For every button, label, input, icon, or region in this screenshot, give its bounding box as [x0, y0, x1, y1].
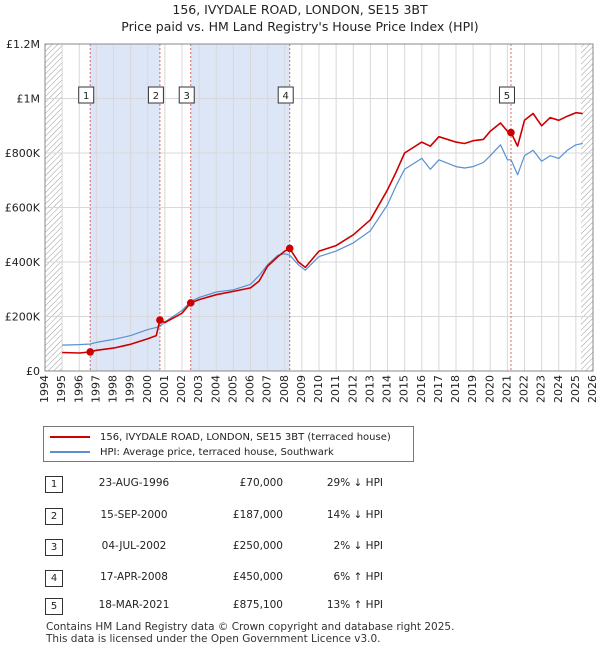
transaction-number: 4 [45, 570, 63, 587]
x-tick-label: 2013 [363, 375, 376, 403]
x-tick-label: 2005 [226, 375, 239, 403]
x-tick-label: 1997 [89, 375, 102, 403]
transaction-date: 18-MAR-2021 [98, 599, 170, 611]
y-tick-label: £600K [5, 202, 41, 215]
y-tick-label: £800K [5, 147, 41, 160]
x-tick-label: 2008 [278, 375, 291, 403]
sale-marker-number: 3 [184, 91, 190, 102]
legend-property-label: 156, IVYDALE ROAD, LONDON, SE15 3BT (ter… [100, 431, 391, 443]
chart-title: 156, IVYDALE ROAD, LONDON, SE15 3BT [172, 2, 428, 17]
x-tick-label: 2019 [466, 375, 479, 403]
legend-hpi-swatch [50, 451, 90, 453]
transaction-date: 23-AUG-1996 [98, 477, 170, 489]
sale-marker-number: 4 [283, 91, 289, 102]
x-tick-label: 2000 [141, 375, 154, 403]
x-tick-label: 2023 [535, 375, 548, 403]
sale-marker-box [178, 86, 195, 104]
x-tick-label: 1998 [107, 375, 120, 403]
sale-marker-number: 2 [153, 91, 159, 102]
x-tick-label: 2024 [552, 375, 565, 403]
sale-marker-box [277, 86, 294, 104]
x-tick-label: 2007 [261, 375, 274, 403]
transaction-price: £187,000 [232, 509, 283, 521]
transaction-hpi: 29% ↓ HPI [326, 477, 383, 489]
transaction-date: 17-APR-2008 [100, 571, 168, 583]
y-tick-label: £200K [5, 311, 41, 324]
x-tick-label: 2006 [244, 375, 257, 403]
price-chart: 1 2 3 4 5 £0 £200K £400K £600K £800K £1M £1.2M 199… [5, 38, 599, 403]
x-tick-label: 2020 [483, 375, 496, 403]
legend-property-swatch [50, 436, 90, 438]
x-tick-label: 2026 [586, 375, 599, 403]
transaction-price: £250,000 [232, 540, 283, 552]
footer-copyright: Contains HM Land Registry data © Crown c… [46, 621, 455, 633]
sale-point [285, 244, 294, 253]
legend-property: 156, IVYDALE ROAD, LONDON, SE15 3BT (ter… [50, 430, 391, 444]
sale-marker-label: 3 [178, 86, 195, 104]
transaction-price: £450,000 [232, 571, 283, 583]
transaction-date: 04-JUL-2002 [101, 540, 167, 552]
transaction-hpi: 14% ↓ HPI [326, 509, 383, 521]
sale-point [156, 316, 164, 324]
x-tick-label: 1996 [72, 375, 85, 403]
sale-marker-box [78, 86, 95, 104]
x-tick-label: 2003 [192, 375, 205, 403]
x-tick-label: 2010 [312, 375, 325, 403]
sale-point [186, 299, 195, 307]
x-tick-label: 2009 [295, 375, 308, 403]
x-tick-label: 2015 [398, 375, 411, 403]
x-tick-label: 2002 [175, 375, 188, 403]
sale-marker-number: 1 [83, 91, 89, 102]
sale-marker-box [147, 86, 164, 104]
sale-marker-label: 5 [498, 86, 515, 104]
plot-border [44, 43, 594, 372]
sale-marker-label: 2 [147, 86, 164, 104]
legend-hpi: HPI: Average price, terraced house, Sout… [50, 445, 334, 459]
footer-licence: This data is licensed under the Open Gov… [46, 633, 381, 645]
x-tick-label: 1995 [55, 375, 68, 403]
x-tick-label: 2012 [346, 375, 359, 403]
legend-hpi-label: HPI: Average price, terraced house, Sout… [100, 446, 334, 458]
x-tick-label: 2017 [432, 375, 445, 403]
sale-marker-box [498, 86, 515, 104]
sale-marker-label: 1 [78, 86, 95, 104]
chart-subtitle: Price paid vs. HM Land Registry's House … [121, 19, 479, 34]
legend: 156, IVYDALE ROAD, LONDON, SE15 3BT (ter… [43, 426, 414, 462]
x-tick-label: 2025 [569, 375, 582, 403]
x-tick-label: 2022 [518, 375, 531, 403]
x-tick-label: 2016 [415, 375, 428, 403]
x-tick-label: 2014 [381, 375, 394, 403]
transaction-date: 15-SEP-2000 [100, 509, 168, 521]
transaction-price: £70,000 [239, 477, 283, 489]
x-tick-label: 2021 [500, 375, 513, 403]
transaction-number: 3 [45, 539, 63, 556]
x-tick-label: 1999 [124, 375, 137, 403]
transaction-number: 5 [45, 598, 63, 615]
x-tick-label: 2011 [329, 375, 342, 403]
y-tick-label: £1M [17, 93, 41, 106]
y-tick-label: £400K [5, 256, 41, 269]
y-tick-label: £1.2M [6, 38, 40, 51]
transaction-hpi: 2% ↓ HPI [333, 540, 383, 552]
sale-marker-number: 5 [504, 91, 510, 102]
transaction-number: 2 [45, 508, 63, 525]
sale-marker-label: 4 [277, 86, 294, 104]
x-tick-label: 2018 [449, 375, 462, 403]
y-tick-label: £0 [26, 365, 40, 378]
sale-point [507, 128, 515, 137]
transaction-hpi: 6% ↑ HPI [333, 571, 383, 583]
x-tick-label: 2001 [158, 375, 171, 403]
sale-point [86, 348, 95, 356]
transaction-hpi: 13% ↑ HPI [326, 599, 383, 611]
transaction-price: £875,100 [232, 599, 283, 611]
x-tick-label: 1994 [38, 375, 51, 403]
transaction-number: 1 [45, 476, 63, 493]
x-tick-label: 2004 [209, 375, 222, 403]
